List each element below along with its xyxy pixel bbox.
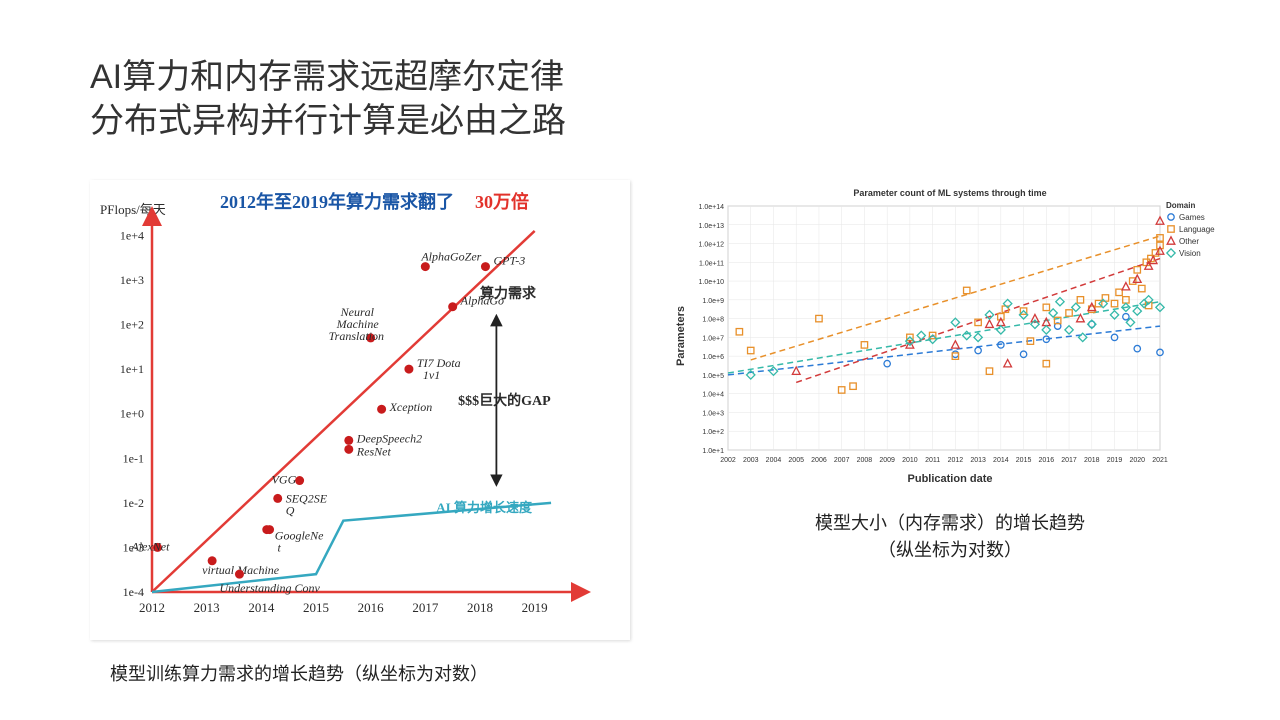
svg-text:1e+3: 1e+3 xyxy=(120,273,144,287)
svg-text:1.0e+3: 1.0e+3 xyxy=(702,410,724,417)
svg-text:2014: 2014 xyxy=(248,600,274,615)
svg-text:1v1: 1v1 xyxy=(423,368,440,382)
svg-text:1.0e+2: 1.0e+2 xyxy=(702,429,724,436)
svg-text:2018: 2018 xyxy=(1084,457,1100,464)
svg-text:2007: 2007 xyxy=(834,457,850,464)
svg-text:2015: 2015 xyxy=(1016,457,1032,464)
svg-text:1e-4: 1e-4 xyxy=(123,585,144,599)
svg-text:Translation: Translation xyxy=(329,329,384,343)
svg-text:GPT-3: GPT-3 xyxy=(493,254,525,268)
svg-text:1.0e+13: 1.0e+13 xyxy=(699,223,725,230)
right-caption-l1: 模型大小（内存需求）的增长趋势 xyxy=(815,513,1085,533)
svg-text:1.0e+4: 1.0e+4 xyxy=(702,392,724,399)
svg-text:Publication date: Publication date xyxy=(908,473,993,485)
svg-text:2018: 2018 xyxy=(467,600,493,615)
svg-text:2017: 2017 xyxy=(412,600,439,615)
slide: AI算力和内存需求远超摩尔定律 分布式异构并行计算是必由之路 2012年至201… xyxy=(0,0,1280,720)
svg-text:AI 算力增长速度: AI 算力增长速度 xyxy=(436,500,533,515)
svg-text:1.0e+10: 1.0e+10 xyxy=(699,279,725,286)
svg-text:AlphaGoZer: AlphaGoZer xyxy=(420,250,481,264)
svg-text:2006: 2006 xyxy=(811,457,827,464)
svg-text:2012: 2012 xyxy=(139,600,165,615)
svg-text:1e-2: 1e-2 xyxy=(123,496,144,510)
svg-text:2012年至2019年算力需求翻了: 2012年至2019年算力需求翻了 xyxy=(220,191,454,212)
svg-text:2017: 2017 xyxy=(1061,457,1077,464)
left-chart-container: 2012年至2019年算力需求翻了30万倍PFlops/每天1e-41e-31e… xyxy=(90,180,630,640)
svg-text:算力需求: 算力需求 xyxy=(480,285,537,302)
svg-text:Vision: Vision xyxy=(1179,249,1201,258)
svg-text:2013: 2013 xyxy=(194,600,220,615)
svg-text:2009: 2009 xyxy=(879,457,895,464)
right-chart-caption: 模型大小（内存需求）的增长趋势 （纵坐标为对数） xyxy=(760,510,1140,564)
right-chart-svg: Parameter count of ML systems through ti… xyxy=(670,186,1230,486)
svg-text:$$$巨大的GAP: $$$巨大的GAP xyxy=(458,392,551,409)
svg-text:2016: 2016 xyxy=(1039,457,1055,464)
svg-text:1.0e+11: 1.0e+11 xyxy=(699,260,724,267)
left-chart-caption: 模型训练算力需求的增长趋势（纵坐标为对数） xyxy=(110,660,488,686)
svg-text:2005: 2005 xyxy=(788,457,804,464)
svg-text:2020: 2020 xyxy=(1129,457,1145,464)
svg-text:1.0e+8: 1.0e+8 xyxy=(702,317,724,324)
svg-text:2016: 2016 xyxy=(358,600,385,615)
title-line-1: AI算力和内存需求远超摩尔定律 xyxy=(90,55,566,99)
svg-text:PFlops/每天: PFlops/每天 xyxy=(100,202,166,217)
svg-text:2014: 2014 xyxy=(993,457,1009,464)
slide-title: AI算力和内存需求远超摩尔定律 分布式异构并行计算是必由之路 xyxy=(90,55,566,143)
svg-text:t: t xyxy=(278,541,282,555)
svg-text:2019: 2019 xyxy=(522,600,548,615)
svg-text:AlexNet: AlexNet xyxy=(130,539,170,553)
svg-text:Other: Other xyxy=(1179,237,1199,246)
svg-text:2019: 2019 xyxy=(1107,457,1123,464)
svg-text:Q: Q xyxy=(286,503,295,517)
svg-text:Language: Language xyxy=(1179,225,1215,234)
svg-text:ResNet: ResNet xyxy=(356,444,392,458)
svg-text:Games: Games xyxy=(1179,213,1205,222)
svg-text:Domain: Domain xyxy=(1166,201,1195,210)
svg-text:2015: 2015 xyxy=(303,600,329,615)
svg-text:1e+2: 1e+2 xyxy=(120,318,144,332)
svg-text:DeepSpeech2: DeepSpeech2 xyxy=(356,431,422,445)
svg-text:2011: 2011 xyxy=(925,457,940,464)
right-caption-l2: （纵坐标为对数） xyxy=(878,540,1022,560)
svg-text:Xception: Xception xyxy=(389,400,433,414)
svg-text:1.0e+5: 1.0e+5 xyxy=(702,373,724,380)
svg-text:1e+0: 1e+0 xyxy=(120,407,144,421)
svg-text:Parameter count of ML systems: Parameter count of ML systems through ti… xyxy=(853,188,1046,198)
svg-text:1.0e+9: 1.0e+9 xyxy=(702,298,724,305)
svg-text:Understanding Conv: Understanding Conv xyxy=(219,581,320,595)
svg-text:1.0e+1: 1.0e+1 xyxy=(702,448,724,455)
svg-text:2013: 2013 xyxy=(970,457,986,464)
svg-text:VGG: VGG xyxy=(272,473,297,487)
svg-text:2008: 2008 xyxy=(857,457,873,464)
svg-text:2004: 2004 xyxy=(766,457,782,464)
svg-text:2021: 2021 xyxy=(1152,457,1168,464)
svg-text:1.0e+12: 1.0e+12 xyxy=(699,242,725,249)
svg-text:2010: 2010 xyxy=(902,457,918,464)
svg-text:Parameters: Parameters xyxy=(675,306,687,366)
svg-text:1e+1: 1e+1 xyxy=(120,362,144,376)
svg-text:2002: 2002 xyxy=(720,457,736,464)
svg-text:1e-1: 1e-1 xyxy=(123,451,144,465)
title-line-2: 分布式异构并行计算是必由之路 xyxy=(90,99,566,143)
right-chart-container: Parameter count of ML systems through ti… xyxy=(670,186,1230,486)
left-chart-svg: 2012年至2019年算力需求翻了30万倍PFlops/每天1e-41e-31e… xyxy=(90,180,630,640)
svg-text:2003: 2003 xyxy=(743,457,759,464)
svg-text:2012: 2012 xyxy=(948,457,964,464)
svg-text:1.0e+7: 1.0e+7 xyxy=(702,335,724,342)
svg-text:GoogleNe: GoogleNe xyxy=(275,529,324,543)
svg-text:1.0e+14: 1.0e+14 xyxy=(699,204,725,211)
svg-text:1.0e+6: 1.0e+6 xyxy=(702,354,724,361)
svg-text:30万倍: 30万倍 xyxy=(475,191,529,212)
svg-text:1e+4: 1e+4 xyxy=(120,228,144,242)
